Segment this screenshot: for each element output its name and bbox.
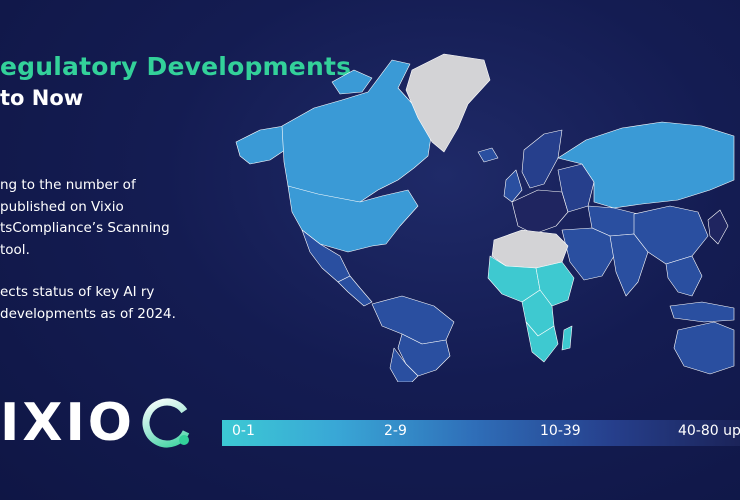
map-subtitle: to Now (0, 86, 84, 110)
region-madagascar (561, 325, 573, 351)
region-russia (557, 121, 735, 209)
legend-label-10-39: 10-39 (540, 423, 581, 439)
region-canada-islands (331, 69, 373, 95)
map-title: egulatory Developments (0, 52, 352, 81)
region-southern-cone (389, 347, 419, 382)
vixio-logo: IXIO (0, 392, 195, 454)
region-central-america (337, 275, 373, 307)
legend-label-2-9: 2-9 (384, 423, 407, 439)
region-brazil (397, 333, 451, 377)
region-greenland (405, 53, 491, 153)
region-southern-africa (525, 321, 559, 363)
region-middle-east (561, 227, 615, 281)
region-western-europe (511, 189, 569, 235)
region-indonesia (669, 301, 735, 323)
region-alaska (235, 125, 289, 165)
description-paragraph-1: ng to the number of published on Vixio t… (0, 177, 170, 258)
legend-label-40-80-up: 40-80 up (678, 423, 740, 439)
region-southeast-asia (665, 255, 703, 297)
world-map (235, 53, 735, 382)
region-iceland (477, 147, 499, 163)
region-south-america-north (371, 295, 455, 345)
region-scandinavia (521, 129, 563, 189)
vixio-ring-icon (142, 398, 192, 448)
region-north-africa (491, 229, 569, 269)
legend-color-bar: 0-1 2-9 10-39 40-80 up (222, 420, 740, 446)
region-japan-korea (707, 209, 729, 245)
description-paragraph-2: ects status of key AI ry developments as… (0, 284, 176, 322)
legend-label-0-1: 0-1 (232, 423, 255, 439)
logo-text: IXIO (0, 393, 135, 453)
region-uk (503, 169, 523, 203)
region-australia (673, 321, 735, 375)
description: ng to the number of published on Vixio t… (0, 175, 200, 325)
